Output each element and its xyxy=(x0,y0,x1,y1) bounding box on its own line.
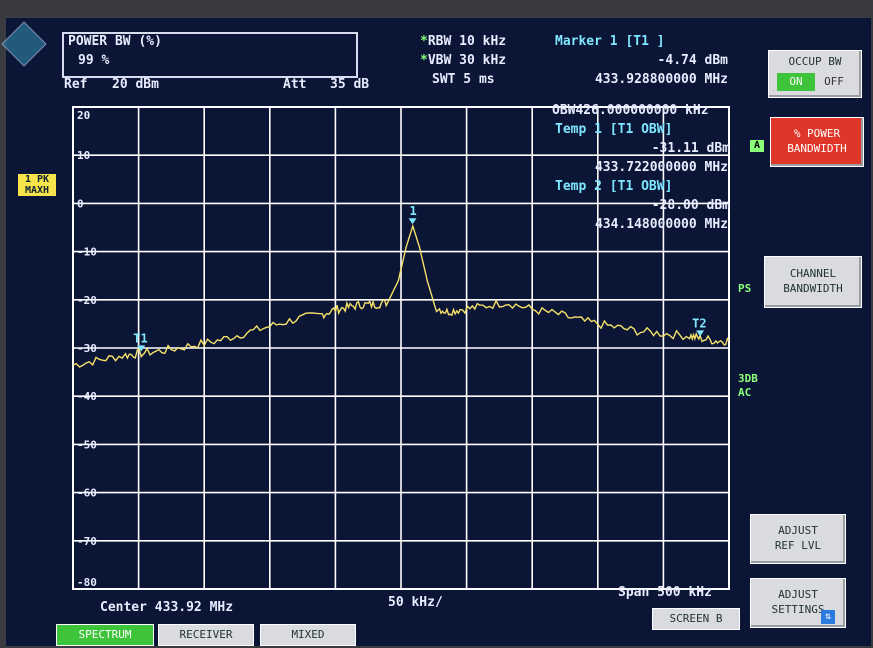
tab-spectrum[interactable]: SPECTRUM xyxy=(56,624,154,646)
trace-tag-line2: MAXH xyxy=(24,185,50,196)
adjust-ref-l1: ADJUST xyxy=(778,524,818,537)
power-bw-title: POWER BW (%) xyxy=(68,34,162,49)
power-bw-box xyxy=(62,32,358,78)
adjust-ref-l2: REF LVL xyxy=(774,539,822,552)
y-tick-label: -10 xyxy=(77,246,97,259)
flag-ps: PS xyxy=(738,282,752,295)
marker-frequency: 433.928800000 MHz xyxy=(594,72,728,87)
y-tick-label: 0 xyxy=(77,197,84,210)
marker-title: Marker 1 [T1 ] xyxy=(555,34,665,49)
y-tick-label: -30 xyxy=(77,342,97,355)
occup-bw-on[interactable]: ON xyxy=(777,73,815,91)
occup-bw-label: OCCUP BW xyxy=(788,55,842,68)
spectrum-trace xyxy=(72,223,730,368)
att-label: Att xyxy=(283,77,307,92)
rbw-star-icon: * xyxy=(420,34,428,49)
marker-level: -4.74 dBm xyxy=(657,53,728,68)
trace-tag-line1: 1 PK xyxy=(24,174,50,185)
marker-t2-label: T2 xyxy=(692,316,706,330)
temp1-frequency: 433.722000000 MHz xyxy=(594,160,728,175)
power-bandwidth-button[interactable]: % POWER BANDWIDTH xyxy=(770,117,864,167)
temp2-frequency: 434.148000000 MHz xyxy=(594,217,728,232)
marker-1-label: 1 xyxy=(410,204,417,218)
y-tick-label: -40 xyxy=(77,390,97,403)
vbw-star-icon: * xyxy=(420,53,428,68)
marker-t1-label: T1 xyxy=(133,331,147,345)
channel-bandwidth-l1: CHANNEL xyxy=(789,267,837,280)
temp2-title: Temp 2 [T1 OBW] xyxy=(555,179,673,194)
flag-3db: 3DB xyxy=(738,372,758,385)
att-value: 35 dB xyxy=(330,77,370,92)
occup-bw-button[interactable]: OCCUP BW ON OFF xyxy=(768,50,862,98)
trace-mode-tag: 1 PK MAXH xyxy=(18,174,56,196)
occup-bw-off[interactable]: OFF xyxy=(815,73,853,91)
y-tick-label: -50 xyxy=(77,438,97,451)
obw-readout: OBW426.000000000 kHz xyxy=(552,103,709,118)
div-per-division: 50 kHz/ xyxy=(388,595,443,610)
channel-bandwidth-l2: BANDWIDTH xyxy=(783,282,843,295)
marker-1-icon xyxy=(408,218,417,225)
y-tick-label: -80 xyxy=(77,576,97,589)
power-bw-value: 99 % xyxy=(78,53,110,68)
flag-a: A xyxy=(750,140,764,152)
y-tick-label: 10 xyxy=(77,149,90,162)
adjust-ref-level-button[interactable]: ADJUST REF LVL xyxy=(750,514,846,564)
center-frequency: Center 433.92 MHz xyxy=(100,600,234,615)
screen-b-button[interactable]: SCREEN B xyxy=(652,608,740,630)
power-bandwidth-l2: BANDWIDTH xyxy=(787,142,847,155)
temp2-level: -28.00 dBm xyxy=(651,198,730,213)
marker-t2-icon xyxy=(696,330,705,337)
y-tick-label: -60 xyxy=(77,487,97,500)
y-tick-label: 20 xyxy=(77,109,90,122)
marker-t1-icon xyxy=(137,345,146,352)
rbw-value: RBW 10 kHz xyxy=(427,34,507,49)
temp1-title: Temp 1 [T1 OBW] xyxy=(555,122,673,137)
flag-ac: AC xyxy=(738,386,752,399)
tab-receiver[interactable]: RECEIVER xyxy=(158,624,254,646)
y-tick-label: -20 xyxy=(77,294,97,307)
power-bandwidth-l1: % POWER xyxy=(793,127,841,140)
channel-bandwidth-button[interactable]: CHANNEL BANDWIDTH xyxy=(764,256,862,308)
spectrum-plot[interactable]: 20 10 0 -10 -20 -30 -40 -50 -60 -70 -80 1 T1 T2 xyxy=(65,99,735,599)
ref-value: 20 dBm xyxy=(112,77,159,92)
swt-value: SWT 5 ms xyxy=(432,72,495,87)
span-value: Span 500 kHz xyxy=(618,585,712,600)
adjust-set-l1: ADJUST xyxy=(778,588,818,601)
vbw-value: VBW 30 kHz xyxy=(427,53,507,68)
ref-label: Ref xyxy=(64,77,88,92)
y-tick-label: -70 xyxy=(77,535,97,548)
tab-mixed[interactable]: MIXED xyxy=(260,624,356,646)
adjust-set-l2: SETTINGS xyxy=(771,603,825,616)
temp1-level: -31.11 dBm xyxy=(651,141,730,156)
info-badge-icon: ⇅ xyxy=(821,610,835,624)
